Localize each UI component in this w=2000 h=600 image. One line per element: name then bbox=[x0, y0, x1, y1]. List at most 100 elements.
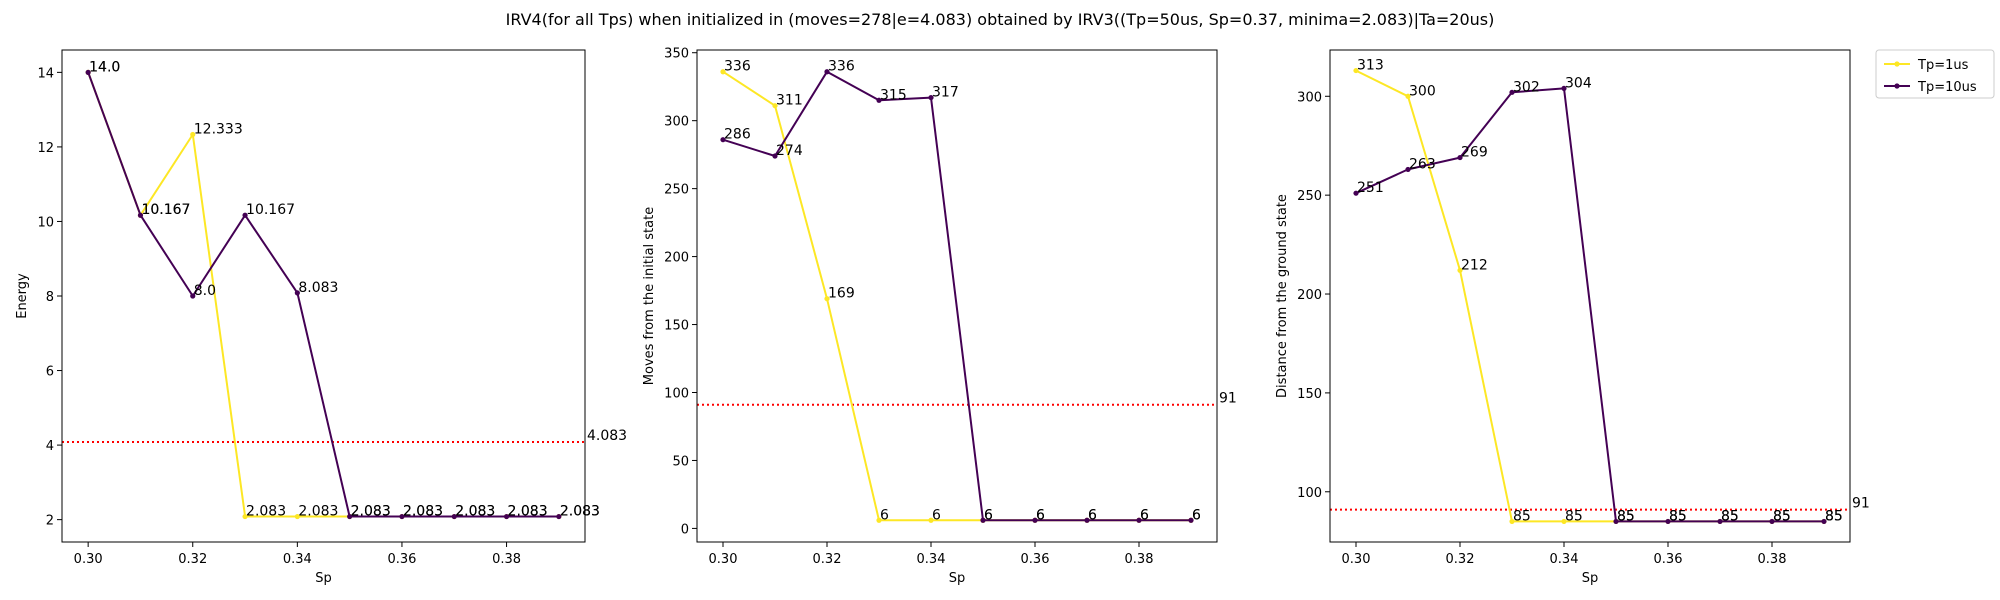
data-label: 336 bbox=[724, 59, 751, 75]
data-label: 10.167 bbox=[141, 202, 190, 218]
y-tick-label: 0 bbox=[681, 522, 689, 537]
y-tick-label: 250 bbox=[1297, 189, 1322, 204]
x-tick-label: 0.30 bbox=[74, 552, 103, 567]
y-axis-label: Energy bbox=[15, 273, 30, 319]
y-tick-label: 200 bbox=[664, 251, 689, 266]
data-point-marker bbox=[980, 517, 986, 523]
data-point-marker bbox=[294, 513, 300, 520]
data-point-marker bbox=[1717, 518, 1723, 525]
data-point-marker bbox=[556, 513, 562, 520]
data-label: 85 bbox=[1825, 508, 1843, 524]
data-label: 85 bbox=[1565, 508, 1583, 524]
legend-swatch-marker bbox=[1894, 83, 1900, 89]
data-label: 6 bbox=[932, 507, 941, 523]
data-point-marker bbox=[720, 137, 726, 143]
data-label: 85 bbox=[1617, 508, 1635, 524]
x-axis-label: Sp bbox=[315, 571, 332, 586]
data-label: 6 bbox=[1192, 507, 1201, 523]
legend-label: Tp=10us bbox=[1917, 80, 1977, 95]
data-point-marker bbox=[824, 296, 830, 302]
data-label: 8.0 bbox=[194, 283, 216, 299]
axes-frame bbox=[696, 49, 1218, 543]
data-point-marker bbox=[190, 131, 196, 138]
x-tick-label: 0.30 bbox=[1342, 552, 1371, 567]
data-point-marker bbox=[928, 517, 934, 523]
data-label: 12.333 bbox=[194, 121, 243, 137]
data-point-marker bbox=[190, 293, 196, 299]
data-label: 317 bbox=[932, 85, 959, 101]
data-point-marker bbox=[772, 103, 778, 109]
x-tick-label: 0.32 bbox=[178, 552, 207, 567]
data-label: 2.083 bbox=[351, 504, 391, 520]
data-point-marker bbox=[451, 513, 457, 520]
y-tick-label: 14 bbox=[37, 66, 54, 81]
data-label: 6 bbox=[1140, 507, 1149, 523]
data-label: 304 bbox=[1565, 75, 1592, 91]
y-tick-label: 150 bbox=[664, 319, 689, 334]
data-label: 2.083 bbox=[403, 504, 443, 520]
data-label: 85 bbox=[1513, 508, 1531, 524]
data-label: 2.083 bbox=[298, 504, 338, 520]
series-line-2 bbox=[1355, 87, 1824, 523]
data-point-marker bbox=[1353, 190, 1359, 196]
legend-label: Tp=1us bbox=[1917, 58, 1969, 73]
y-tick-label: 150 bbox=[1297, 387, 1322, 402]
data-label: 315 bbox=[880, 87, 907, 103]
y-tick-label: 350 bbox=[664, 47, 689, 62]
y-axis-label: Distance from the ground state bbox=[1275, 194, 1290, 398]
data-label: 6 bbox=[1036, 507, 1045, 523]
y-tick-label: 50 bbox=[672, 454, 689, 469]
chart-panel-1: 14.0 10.167 12.333 2.083 2.083 2.083 2.083 2.08… bbox=[15, 49, 627, 586]
data-label: 2.083 bbox=[455, 504, 495, 520]
data-label: 313 bbox=[1357, 58, 1384, 74]
data-label: 85 bbox=[1669, 508, 1687, 524]
data-point-marker bbox=[772, 153, 778, 159]
data-point-marker bbox=[242, 513, 248, 520]
legend: Tp=1us Tp=10us bbox=[1875, 49, 1995, 99]
data-point-marker bbox=[1821, 518, 1827, 525]
data-label: 6 bbox=[880, 507, 889, 523]
data-label: 6 bbox=[984, 507, 993, 523]
data-point-marker bbox=[1032, 517, 1038, 523]
x-axis-label: Sp bbox=[1582, 571, 1599, 586]
data-point-marker bbox=[1084, 517, 1090, 523]
y-tick-label: 100 bbox=[664, 386, 689, 401]
y-tick-label: 12 bbox=[37, 141, 54, 156]
y-tick-label: 300 bbox=[664, 115, 689, 130]
data-point-marker bbox=[720, 69, 726, 75]
data-label: 8.083 bbox=[298, 280, 338, 296]
series-line-2 bbox=[87, 72, 559, 518]
y-tick-label: 4 bbox=[46, 439, 54, 454]
data-point-marker bbox=[1665, 518, 1671, 525]
x-tick-label: 0.34 bbox=[283, 552, 312, 567]
data-label: 269 bbox=[1461, 145, 1488, 161]
y-tick-label: 2 bbox=[46, 514, 54, 529]
data-label: 274 bbox=[776, 143, 803, 159]
x-tick-label: 0.34 bbox=[917, 552, 946, 567]
data-label: 2.083 bbox=[246, 504, 286, 520]
series-line-2 bbox=[722, 70, 1191, 522]
data-label: 300 bbox=[1409, 83, 1436, 99]
data-point-marker bbox=[1457, 154, 1463, 161]
y-tick-label: 8 bbox=[46, 290, 54, 305]
data-point-marker bbox=[824, 69, 830, 75]
x-tick-label: 0.30 bbox=[709, 552, 738, 567]
y-tick-label: 100 bbox=[1297, 486, 1322, 501]
data-label: 6 bbox=[1036, 507, 1045, 523]
y-axis-label: Moves from the initial state bbox=[642, 207, 657, 385]
data-label: 85 bbox=[1721, 508, 1739, 524]
x-tick-label: 0.34 bbox=[1550, 552, 1579, 567]
reference-line-label: 4.083 bbox=[587, 428, 627, 444]
data-label: 14.0 bbox=[89, 59, 120, 75]
axes-frame bbox=[61, 49, 586, 543]
figure-title: IRV4(for all Tps) when initialized in (m… bbox=[505, 10, 1495, 29]
data-point-marker bbox=[1509, 518, 1515, 525]
data-point-marker bbox=[1353, 67, 1359, 74]
data-label: 10.167 bbox=[246, 202, 295, 218]
data-label: 6 bbox=[1088, 507, 1097, 523]
data-label: 286 bbox=[724, 127, 751, 143]
data-label: 212 bbox=[1461, 257, 1488, 273]
data-point-marker bbox=[928, 94, 934, 101]
